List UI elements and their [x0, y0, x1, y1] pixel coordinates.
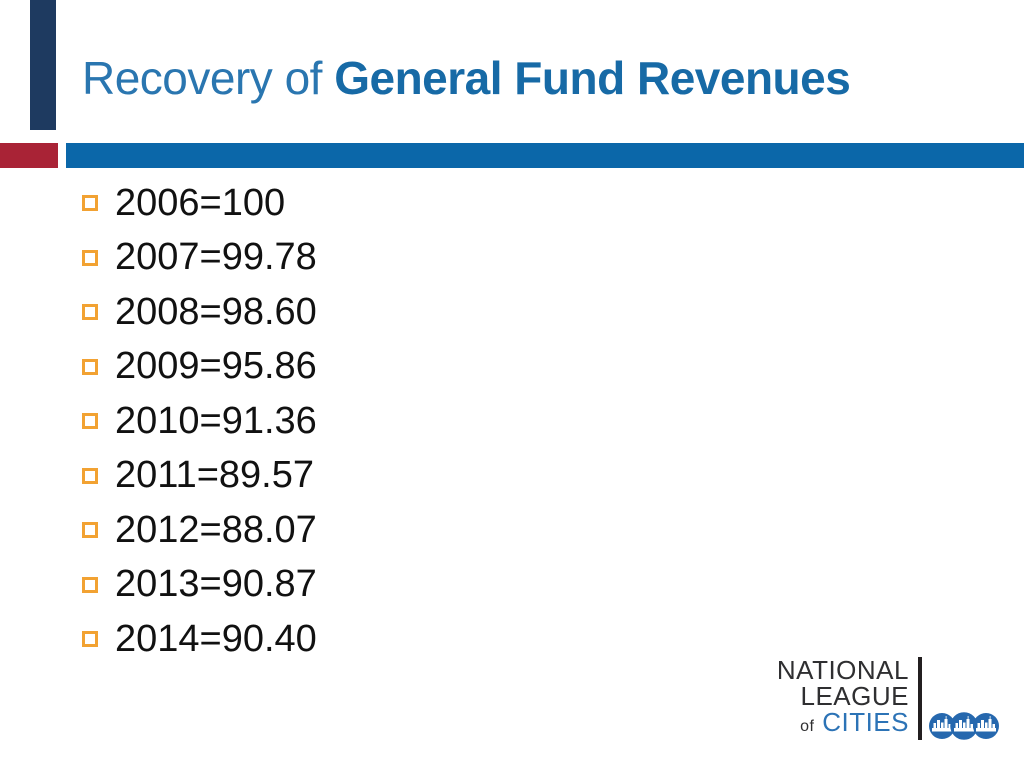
- bullet-text: 2013=90.87: [115, 563, 317, 606]
- logo-line-cities: of CITIES: [777, 709, 909, 740]
- title-regular-text: Recovery of: [82, 52, 335, 104]
- square-bullet-icon: [82, 467, 98, 484]
- logo-divider: [918, 657, 922, 740]
- list-item: 2012=88.07: [82, 503, 317, 558]
- list-item: 2007=99.78: [82, 231, 317, 286]
- square-bullet-icon: [82, 358, 98, 375]
- logo-cities-text: CITIES: [822, 707, 909, 737]
- bullet-text: 2009=95.86: [115, 345, 317, 388]
- nlc-logo: NATIONAL LEAGUE of CITIES: [777, 657, 1000, 740]
- square-bullet-icon: [82, 195, 98, 212]
- bullet-text: 2012=88.07: [115, 508, 317, 551]
- list-item: 2009=95.86: [82, 340, 317, 395]
- square-bullet-icon: [82, 304, 98, 321]
- list-item: 2010=91.36: [82, 394, 317, 449]
- bullet-text: 2010=91.36: [115, 399, 317, 442]
- square-bullet-icon: [82, 631, 98, 648]
- title-bold-text: General Fund Revenues: [334, 52, 851, 104]
- square-bullet-icon: [82, 413, 98, 430]
- bullet-list: 2006=100 2007=99.78 2008=98.60 2009=95.8…: [82, 176, 317, 667]
- list-item: 2008=98.60: [82, 285, 317, 340]
- square-bullet-icon: [82, 249, 98, 266]
- logo-line-national: NATIONAL: [776, 655, 909, 685]
- nlc-logo-text: NATIONAL LEAGUE of CITIES: [777, 657, 909, 740]
- list-item: 2013=90.87: [82, 558, 317, 613]
- square-bullet-icon: [82, 576, 98, 593]
- logo-of-text: of: [800, 718, 815, 735]
- navy-accent-bar: [30, 0, 56, 130]
- bullet-text: 2014=90.40: [115, 617, 317, 660]
- title-underline-band: [0, 143, 1024, 168]
- list-item: 2006=100: [82, 176, 317, 231]
- bullet-text: 2007=99.78: [115, 236, 317, 279]
- bullet-text: 2008=98.60: [115, 290, 317, 333]
- cities-skyline-icon: [929, 712, 999, 740]
- red-accent-square: [0, 143, 58, 168]
- square-bullet-icon: [82, 522, 98, 539]
- list-item: 2011=89.57: [82, 449, 317, 504]
- list-item: 2014=90.40: [82, 612, 317, 667]
- slide-title: Recovery of General Fund Revenues: [82, 52, 851, 105]
- logo-line-league: LEAGUE: [800, 681, 909, 711]
- bullet-text: 2011=89.57: [115, 454, 314, 497]
- blue-accent-band: [66, 143, 1024, 168]
- bullet-text: 2006=100: [115, 181, 286, 224]
